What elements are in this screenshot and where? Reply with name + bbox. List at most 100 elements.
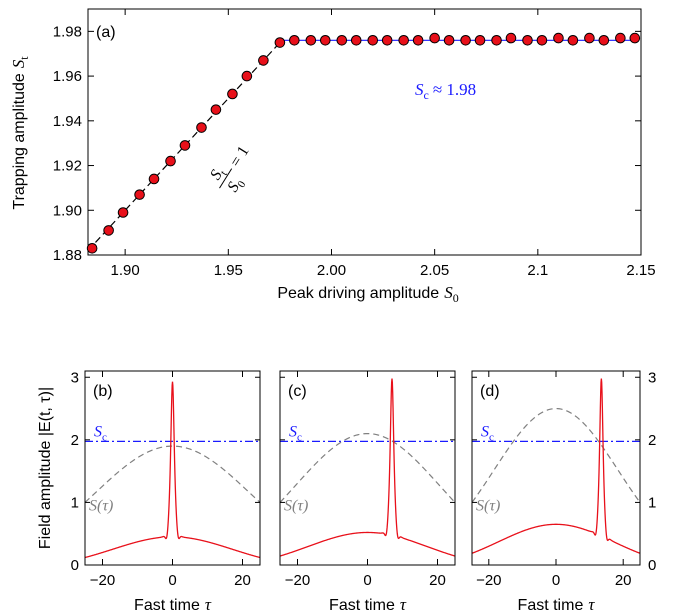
- data-point: [305, 35, 317, 46]
- sc-value: ≈ 1.98: [433, 80, 476, 99]
- y-tick-label: 1.90: [53, 202, 82, 219]
- panel-label: (c): [288, 383, 307, 400]
- y-tick-label: 1.92: [53, 158, 82, 175]
- data-point: [412, 35, 424, 46]
- drive-label: S(τ): [284, 498, 308, 515]
- y-axis-sub: t: [17, 56, 31, 60]
- data-point: [103, 225, 114, 236]
- x-tick-label: −20: [285, 572, 310, 589]
- x-tick-label: 1.90: [111, 262, 140, 279]
- drive-envelope-line: [85, 445, 260, 503]
- y-tick-label: 1.94: [53, 113, 82, 130]
- x-axis-symbol: S: [444, 283, 453, 302]
- x-tick-label: 2.05: [420, 262, 449, 279]
- data-point: [429, 32, 440, 44]
- x-axis-symbol: τ: [400, 595, 407, 614]
- y-axis-label-a: Trapping amplitude St: [9, 56, 31, 210]
- data-point: [398, 35, 410, 46]
- y-axis-label-bcd: Field amplitude |E(t, τ)|: [37, 387, 54, 549]
- data-point: [148, 173, 160, 185]
- data-point: [460, 35, 471, 46]
- plot-frame: [471, 370, 641, 566]
- x-tick-label: 0: [363, 572, 371, 589]
- x-tick-labels: 1.90 1.95 2.00 2.05 2.1 2.15: [111, 9, 656, 279]
- threshold-label: Sc: [289, 423, 302, 443]
- x-axis-symbol: τ: [205, 595, 212, 614]
- x-tick-label: 2.15: [626, 262, 655, 279]
- data-point: [227, 88, 238, 100]
- data-point: [179, 140, 191, 151]
- reference-lines: [87, 39, 639, 251]
- threshold-sub: c: [297, 431, 302, 443]
- y-axis-label-text: Trapping amplitude: [11, 73, 28, 209]
- x-tick-label: 1.95: [214, 262, 243, 279]
- data-point: [522, 35, 533, 46]
- data-point: [474, 35, 486, 46]
- data-point: [274, 37, 286, 48]
- drive-envelope-line: [280, 432, 455, 503]
- field-amplitude-line: [85, 381, 260, 559]
- x-axis-symbol: τ: [588, 595, 595, 614]
- sc-annotation: Sc ≈ 1.98: [415, 80, 476, 102]
- panel-d: −20 0 20 0 1 2 3 (d) Sc S(τ) Fast time τ: [471, 369, 656, 614]
- y-tick-label: 3: [648, 369, 656, 386]
- data-point: [350, 35, 362, 46]
- data-point: [491, 35, 502, 46]
- panel-label: (b): [93, 383, 113, 400]
- data-point: [381, 35, 393, 46]
- y-tick-label: 2: [71, 432, 79, 449]
- data-point: [629, 32, 641, 44]
- panel-b: −20 0 20 0 1 2 3 (b) Sc S(τ) Fast time τ: [71, 369, 261, 614]
- x-tick-label: 2.00: [317, 262, 346, 279]
- x-axis-label: Fast time τ: [329, 595, 407, 614]
- data-point: [553, 32, 564, 44]
- x-tick-label: −20: [476, 572, 501, 589]
- data-point: [196, 122, 207, 133]
- x-axis-label-text: Fast time: [329, 597, 395, 614]
- data-point: [367, 35, 379, 46]
- data-point: [117, 207, 129, 218]
- field-amplitude-line: [280, 378, 455, 557]
- data-points: [86, 32, 641, 254]
- x-tick-label: 0: [168, 572, 176, 589]
- plot-frame: [84, 370, 261, 566]
- threshold-label: Sc: [481, 423, 494, 443]
- data-point: [165, 155, 176, 167]
- data-point: [241, 70, 253, 82]
- data-point: [210, 104, 222, 115]
- y-tick-label: 0: [71, 557, 79, 574]
- drive-envelope-line: [472, 407, 640, 503]
- panel-a: 1.90 1.95 2.00 2.05 2.1 2.15 1.88 1.90 1.92 1.94…: [9, 8, 656, 305]
- drive-label: S(τ): [89, 498, 113, 515]
- y-tick-label: 3: [71, 369, 79, 386]
- x-tick-label: 20: [234, 572, 251, 589]
- y-tick-label: 1.88: [53, 247, 82, 264]
- x-axis-label-a: Peak driving amplitude S0: [277, 283, 458, 305]
- y-tick-labels: 1.88 1.90 1.92 1.94 1.96 1.98: [53, 23, 641, 264]
- y-tick-label: 1: [648, 494, 656, 511]
- data-point: [505, 32, 517, 44]
- plot-frame-a: [87, 8, 642, 256]
- field-amplitude-line: [472, 378, 640, 554]
- data-point: [258, 55, 269, 66]
- y-tick-label: 1.96: [53, 68, 82, 85]
- x-axis-label: Fast time τ: [518, 595, 596, 614]
- panel-label-a: (a): [96, 24, 116, 41]
- ratio-value: = 1: [227, 143, 253, 170]
- x-axis-label: Fast time τ: [134, 595, 212, 614]
- y-tick-label: 0: [648, 557, 656, 574]
- sc-sub: c: [424, 88, 429, 102]
- ratio-fraction-bar: [219, 168, 233, 189]
- x-tick-label: 2.1: [527, 262, 548, 279]
- data-point: [134, 189, 145, 200]
- threshold-label: Sc: [94, 423, 107, 443]
- ratio-annotation: St S0 = 1: [207, 143, 253, 195]
- data-point: [319, 35, 331, 46]
- data-point: [86, 242, 98, 254]
- panel-label: (d): [480, 383, 500, 400]
- x-tick-label: 0: [552, 572, 560, 589]
- threshold-sub: c: [489, 431, 494, 443]
- threshold-sub: c: [102, 431, 107, 443]
- threshold-symbol: S: [481, 423, 489, 440]
- y-tick-label: 1.98: [53, 23, 82, 40]
